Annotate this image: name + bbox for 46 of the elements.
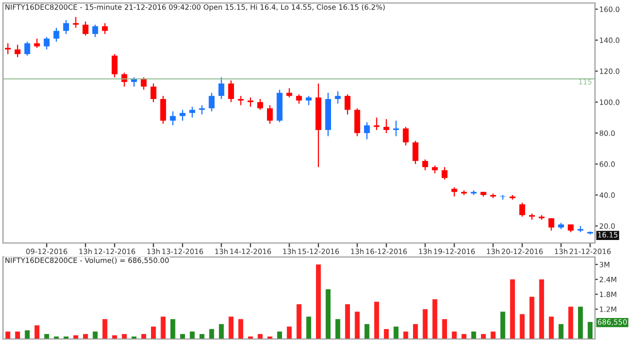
bar [335, 319, 340, 339]
bar [500, 312, 506, 339]
bar [306, 316, 312, 339]
bar [102, 319, 108, 339]
bar [462, 334, 466, 339]
bar [578, 306, 583, 339]
bar [151, 326, 156, 339]
bar [34, 325, 40, 339]
bar [364, 324, 370, 339]
bar [180, 334, 185, 339]
bar [170, 319, 176, 339]
bar [539, 279, 544, 339]
bar [558, 324, 564, 339]
bar [374, 302, 380, 339]
bar [228, 316, 234, 339]
bar [218, 324, 224, 339]
bar [5, 332, 10, 339]
bar [568, 306, 574, 339]
bar [442, 319, 447, 339]
bar [44, 334, 50, 339]
bar [413, 324, 418, 339]
candlestick [102, 22, 108, 35]
bar [480, 334, 486, 339]
bar [277, 332, 282, 339]
bar [83, 334, 88, 339]
bar [422, 309, 428, 339]
bar [520, 314, 525, 339]
bar [548, 316, 554, 339]
bar [510, 279, 515, 339]
bar [209, 329, 214, 339]
bar [432, 299, 438, 339]
bar [354, 312, 360, 339]
bar [200, 334, 204, 339]
bar [316, 264, 321, 339]
bar [160, 316, 166, 339]
bar [394, 326, 398, 339]
bar [588, 322, 593, 339]
bar [384, 329, 389, 339]
bar [238, 319, 244, 339]
bar [326, 289, 331, 339]
bar [296, 304, 302, 339]
bar [345, 304, 350, 339]
bar [490, 332, 496, 339]
bar [286, 326, 292, 339]
bar [15, 332, 20, 339]
bar [529, 296, 534, 339]
